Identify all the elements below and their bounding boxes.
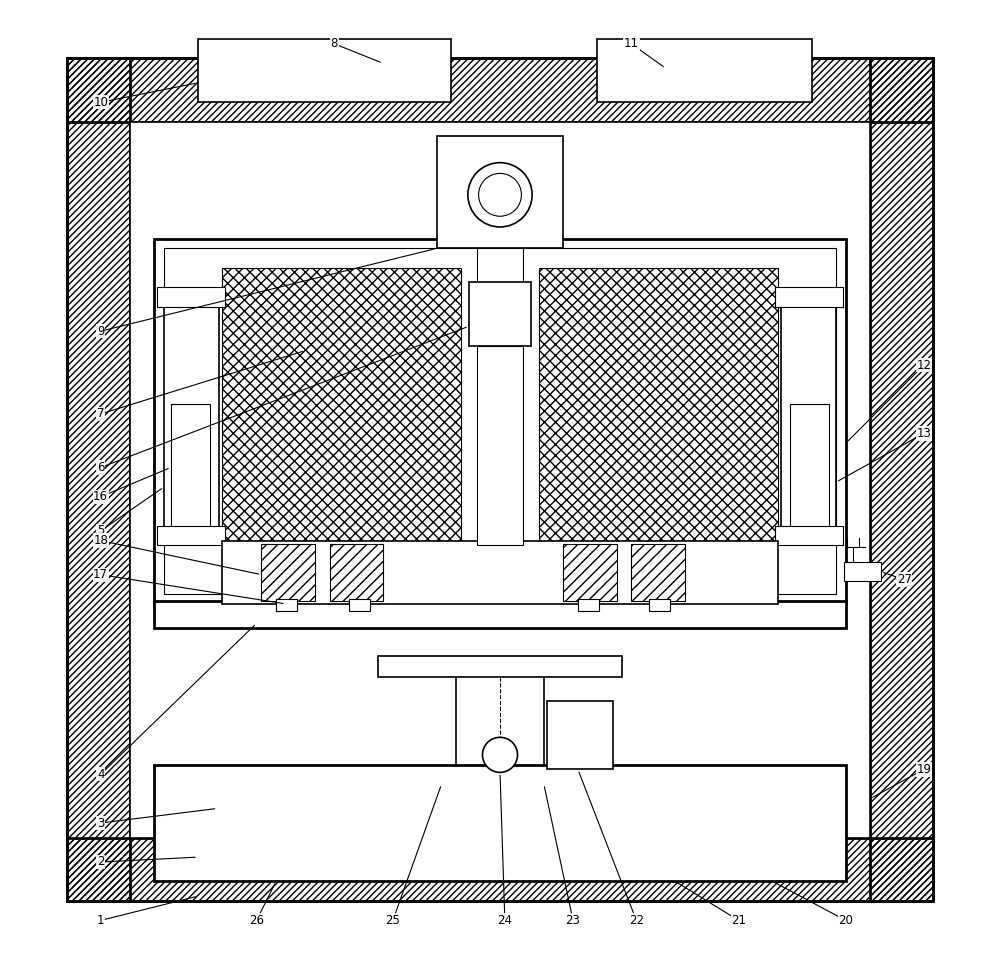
Bar [171,404,210,531]
Bar [437,136,563,248]
Text: 21: 21 [731,914,746,927]
Text: 8: 8 [331,37,338,51]
Bar [631,544,685,601]
Bar [157,526,225,545]
Bar [154,601,846,628]
Bar [130,122,870,838]
Bar [222,268,461,545]
Bar [775,526,843,545]
Bar [790,404,829,531]
Bar [67,58,933,122]
Bar [870,58,933,901]
Text: 24: 24 [497,914,512,927]
Circle shape [468,163,532,227]
Bar [276,599,297,611]
Bar [67,58,130,901]
Bar [130,122,870,838]
Bar [378,656,622,677]
Text: 12: 12 [916,358,931,372]
Text: 25: 25 [385,914,400,927]
Bar [164,292,219,545]
Bar [547,701,613,769]
Bar [222,541,778,604]
Bar [157,287,225,307]
Bar [477,248,523,331]
Text: 7: 7 [97,407,104,421]
Text: 18: 18 [93,534,108,547]
Bar [649,599,670,611]
Text: 5: 5 [97,524,104,538]
Bar [154,239,846,604]
Bar [578,599,599,611]
Circle shape [482,737,518,772]
Text: 13: 13 [916,427,931,440]
Text: 27: 27 [897,573,912,586]
Bar [330,544,383,601]
Bar [469,282,531,346]
Text: 19: 19 [916,763,931,776]
Text: 10: 10 [93,95,108,109]
Text: 3: 3 [97,816,104,830]
Text: 6: 6 [97,461,104,474]
Text: 22: 22 [629,914,644,927]
Bar [349,599,370,611]
Text: 2: 2 [97,855,104,869]
Bar [781,292,836,545]
Bar [67,838,933,901]
Bar [597,39,812,102]
Text: 20: 20 [838,914,853,927]
Text: 17: 17 [93,568,108,581]
Text: 4: 4 [97,768,104,781]
Text: 23: 23 [566,914,580,927]
Bar [775,287,843,307]
Bar [844,562,881,581]
Bar [477,346,523,545]
Bar [539,268,778,545]
Bar [164,248,836,594]
Bar [67,58,933,901]
Text: 1: 1 [97,914,104,927]
Bar [198,39,451,102]
Text: 11: 11 [624,37,639,51]
Text: 9: 9 [97,324,104,338]
Text: 26: 26 [249,914,264,927]
Bar [154,765,846,881]
Bar [563,544,617,601]
Bar [261,544,315,601]
Text: 16: 16 [93,490,108,504]
